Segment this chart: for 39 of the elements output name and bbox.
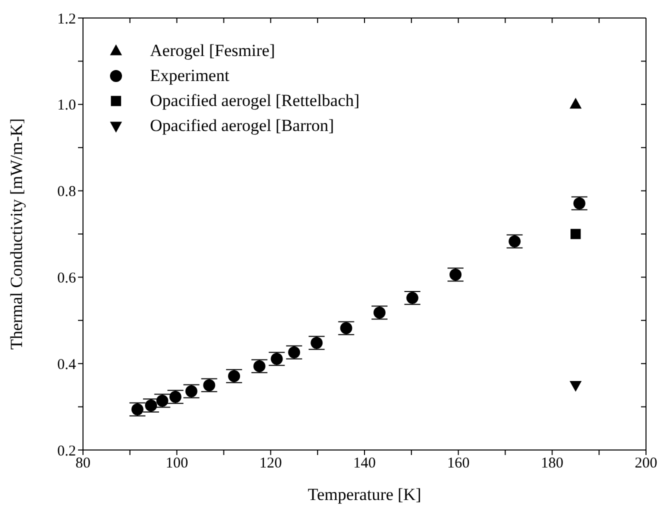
- y-tick-label: 0.2: [57, 443, 76, 460]
- point: [573, 197, 586, 210]
- point: [340, 322, 352, 334]
- y-tick-label: 1.0: [57, 98, 76, 114]
- x-tick-label: 100: [166, 456, 188, 472]
- x-axis-title: Temperature [K]: [308, 485, 422, 504]
- point: [131, 403, 144, 416]
- point: [288, 346, 300, 358]
- legend-label: Aerogel [Fesmire]: [150, 40, 276, 62]
- legend-label: Opacified aerogel [Rettelbach]: [150, 90, 360, 112]
- x-tick-label: 200: [634, 456, 658, 472]
- point: [156, 394, 168, 407]
- x-tick-label: 140: [353, 456, 376, 472]
- point: [310, 336, 323, 349]
- point: [270, 352, 283, 365]
- y-tick-label: 0.6: [57, 270, 76, 287]
- legend-label: Experiment: [150, 65, 230, 87]
- point: [203, 379, 216, 392]
- point: [228, 370, 240, 382]
- point: [570, 228, 581, 240]
- point: [570, 98, 582, 109]
- point: [145, 400, 158, 412]
- y-tick-label: 0.4: [57, 356, 76, 373]
- point: [570, 381, 582, 392]
- legend-label: Opacified aerogel [Barron]: [150, 115, 334, 137]
- point: [406, 292, 418, 304]
- point: [450, 268, 462, 281]
- x-tick-label: 180: [540, 456, 564, 472]
- point: [169, 390, 182, 403]
- x-tick-label: 160: [447, 456, 470, 472]
- y-tick-label: 1.2: [57, 11, 76, 28]
- x-tick-label: 120: [259, 456, 282, 472]
- point: [185, 385, 198, 398]
- y-tick-label: 0.8: [57, 184, 76, 200]
- y-axis-title: Thermal Conductivity [mW/m-K]: [7, 118, 26, 350]
- x-tick-label: 80: [76, 456, 90, 472]
- point: [374, 306, 386, 319]
- point: [508, 235, 521, 248]
- point: [253, 360, 266, 372]
